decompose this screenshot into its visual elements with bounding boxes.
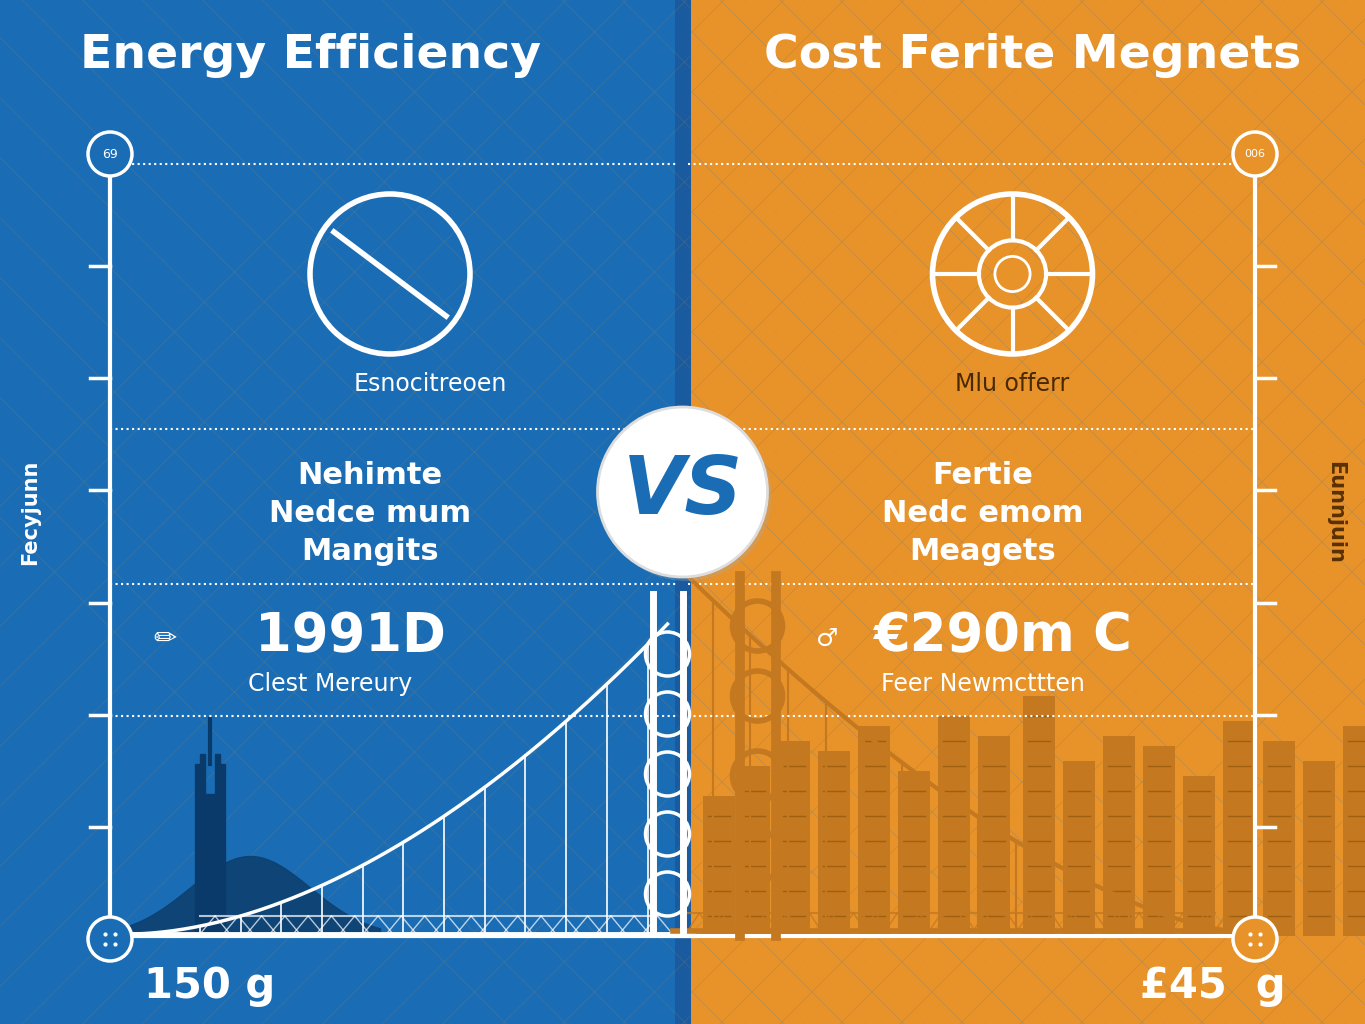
Text: Nedc emom: Nedc emom bbox=[882, 500, 1084, 528]
Text: Nedce mum: Nedce mum bbox=[269, 500, 471, 528]
Bar bbox=[703, 796, 734, 936]
Text: ✏: ✏ bbox=[153, 625, 176, 653]
Bar bbox=[682, 0, 1365, 1024]
Circle shape bbox=[87, 918, 132, 961]
Bar bbox=[1062, 761, 1095, 936]
Bar bbox=[1302, 761, 1335, 936]
Bar bbox=[1343, 726, 1365, 936]
Bar bbox=[1223, 721, 1254, 936]
Text: Cost Ferite Megnets: Cost Ferite Megnets bbox=[764, 33, 1301, 78]
Text: VS: VS bbox=[622, 453, 743, 531]
Circle shape bbox=[598, 407, 767, 577]
Text: Esnocitreoen: Esnocitreoen bbox=[354, 372, 506, 396]
Text: Clest Mereury: Clest Mereury bbox=[248, 672, 412, 696]
Text: 1991D: 1991D bbox=[254, 610, 445, 662]
Text: Mangits: Mangits bbox=[302, 538, 438, 566]
Text: Fertie: Fertie bbox=[932, 462, 1033, 490]
Text: Meagets: Meagets bbox=[909, 538, 1057, 566]
Bar bbox=[977, 736, 1010, 936]
Bar bbox=[898, 771, 930, 936]
Text: Energy Efficiency: Energy Efficiency bbox=[79, 33, 541, 78]
Bar bbox=[938, 716, 969, 936]
Text: Mlu offerr: Mlu offerr bbox=[955, 372, 1070, 396]
Circle shape bbox=[995, 256, 1031, 292]
Text: Feer Newmcttten: Feer Newmcttten bbox=[880, 672, 1084, 696]
Circle shape bbox=[602, 411, 771, 581]
Text: 69: 69 bbox=[102, 147, 117, 161]
Bar bbox=[818, 751, 849, 936]
Bar bbox=[1103, 736, 1134, 936]
Text: ♂: ♂ bbox=[816, 627, 838, 651]
Circle shape bbox=[1233, 132, 1278, 176]
Bar bbox=[778, 741, 809, 936]
Bar bbox=[1182, 776, 1215, 936]
Text: Nehimte: Nehimte bbox=[298, 462, 442, 490]
Bar bbox=[1263, 741, 1294, 936]
Bar bbox=[0, 0, 682, 1024]
Bar bbox=[1022, 696, 1055, 936]
Bar bbox=[737, 766, 770, 936]
Text: Fecyjunn: Fecyjunn bbox=[20, 460, 40, 564]
Bar bbox=[857, 726, 890, 936]
Text: 150 g: 150 g bbox=[145, 965, 276, 1007]
Polygon shape bbox=[195, 754, 225, 936]
Text: €290m C: €290m C bbox=[874, 610, 1132, 662]
Circle shape bbox=[87, 132, 132, 176]
Text: 006: 006 bbox=[1245, 150, 1265, 159]
Text: Eunnjuin: Eunnjuin bbox=[1325, 461, 1345, 563]
Bar bbox=[1143, 746, 1174, 936]
Circle shape bbox=[1233, 918, 1278, 961]
Text: £45  g: £45 g bbox=[1140, 965, 1286, 1007]
Bar bbox=[674, 0, 691, 1024]
